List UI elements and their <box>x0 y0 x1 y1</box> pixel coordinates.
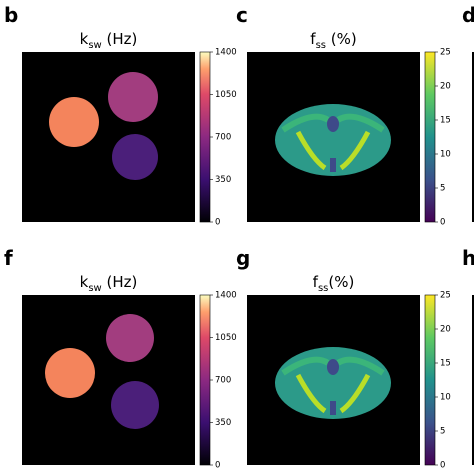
colorbar-tick-label: 15 <box>440 359 451 369</box>
colorbar-tick-label: 1400 <box>215 48 237 58</box>
panel-letter: g <box>236 246 250 270</box>
brain-region <box>281 356 385 376</box>
colorbar-tick-label: 0 <box>215 461 220 471</box>
colorbar-tick-label: 0 <box>215 218 220 228</box>
title-subscript: sw <box>88 283 101 294</box>
phantom <box>108 72 158 122</box>
panel-title: fss (%) <box>310 30 356 51</box>
title-symbol: k <box>80 30 89 48</box>
phantom <box>45 348 95 398</box>
title-subscript: sw <box>88 40 101 51</box>
colorbar-tick-label: 10 <box>440 150 451 160</box>
title-symbol: k <box>80 273 89 291</box>
panel-letter: d <box>462 3 474 27</box>
title-unit: (%) <box>326 30 357 48</box>
colorbar <box>424 294 436 466</box>
image <box>472 52 474 222</box>
title-unit: (Hz) <box>102 273 138 291</box>
brain-region <box>295 373 371 414</box>
panel-letter: h <box>462 246 474 270</box>
colorbar-tick-label: 20 <box>440 325 451 335</box>
colorbar <box>199 51 211 223</box>
colorbar-tick-label: 700 <box>215 133 231 143</box>
brain-region <box>327 359 339 375</box>
title-symbol: f <box>313 273 319 291</box>
panel-letter: f <box>4 246 13 270</box>
brain-region <box>281 113 385 133</box>
title-unit: (Hz) <box>102 30 138 48</box>
brain-region <box>330 158 336 172</box>
panel-title: fss(%) <box>313 273 355 294</box>
colorbar-tick-label: 700 <box>215 376 231 386</box>
colorbar-tick-label: 1400 <box>215 291 237 301</box>
image <box>472 295 474 465</box>
title-subscript: ss <box>316 40 326 51</box>
colorbar-tick-label: 0 <box>440 461 445 471</box>
phantom <box>112 134 158 180</box>
colorbar <box>199 294 211 466</box>
colorbar-tick-label: 5 <box>440 184 445 194</box>
colorbar-tick-label: 350 <box>215 175 231 185</box>
colorbar-tick-label: 25 <box>440 291 451 301</box>
colorbar-tick-label: 0 <box>440 218 445 228</box>
panel-title: ksw (Hz) <box>80 30 138 51</box>
colorbar-tick-label: 10 <box>440 393 451 403</box>
colorbar-tick-label: 25 <box>440 48 451 58</box>
title-symbol: f <box>310 30 316 48</box>
image <box>22 52 195 222</box>
title-subscript: ss <box>318 283 328 294</box>
panel-letter: c <box>236 3 248 27</box>
phantom <box>106 314 154 362</box>
colorbar-tick-label: 15 <box>440 116 451 126</box>
colorbar-tick-label: 1050 <box>215 333 237 343</box>
colorbar-tick-label: 5 <box>440 427 445 437</box>
panel-title: ksw (Hz) <box>80 273 138 294</box>
title-unit: (%) <box>328 273 354 291</box>
brain-region <box>295 130 371 171</box>
phantom <box>49 97 99 147</box>
brain-region <box>327 116 339 132</box>
brain-region <box>330 401 336 415</box>
phantom <box>111 381 159 429</box>
colorbar-tick-label: 350 <box>215 418 231 428</box>
colorbar-tick-label: 20 <box>440 82 451 92</box>
panel-letter: b <box>4 3 18 27</box>
colorbar <box>424 51 436 223</box>
colorbar-tick-label: 1050 <box>215 90 237 100</box>
